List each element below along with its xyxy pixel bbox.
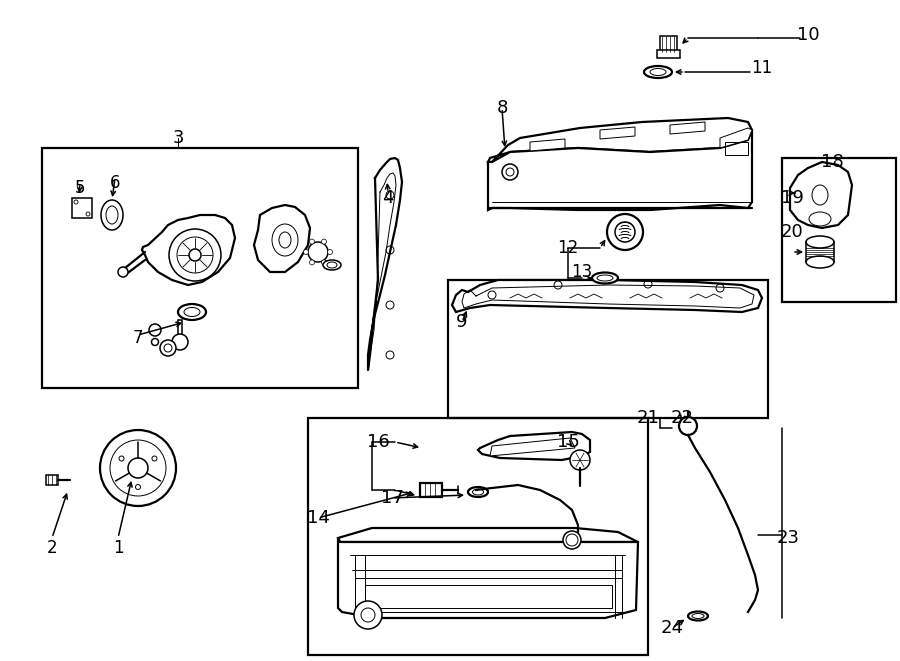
Polygon shape (600, 127, 635, 139)
Polygon shape (178, 320, 182, 340)
Circle shape (321, 260, 327, 265)
Circle shape (128, 458, 148, 478)
Text: 7: 7 (133, 329, 143, 347)
Polygon shape (338, 538, 638, 618)
Text: 15: 15 (556, 433, 580, 451)
Text: 1: 1 (112, 539, 123, 557)
Ellipse shape (563, 531, 581, 549)
Polygon shape (490, 438, 575, 456)
Bar (42, 148, 358, 388)
Circle shape (152, 456, 157, 461)
Text: 18: 18 (821, 153, 843, 171)
Ellipse shape (644, 66, 672, 78)
Circle shape (118, 267, 128, 277)
Circle shape (310, 239, 314, 244)
Polygon shape (790, 162, 852, 228)
Ellipse shape (806, 236, 834, 248)
Polygon shape (338, 528, 638, 542)
Polygon shape (254, 205, 310, 272)
Text: 24: 24 (661, 619, 683, 637)
Text: 8: 8 (496, 99, 508, 117)
Text: 2: 2 (47, 539, 58, 557)
Circle shape (502, 164, 518, 180)
Circle shape (679, 417, 697, 435)
Polygon shape (488, 130, 752, 210)
Bar (782, 158, 896, 302)
Text: 12: 12 (557, 239, 579, 257)
Ellipse shape (688, 611, 708, 621)
Circle shape (119, 456, 124, 461)
Text: 19: 19 (780, 189, 804, 207)
Text: 16: 16 (366, 433, 390, 451)
Text: 9: 9 (456, 313, 468, 331)
Circle shape (310, 260, 314, 265)
Text: 20: 20 (780, 223, 804, 241)
Ellipse shape (323, 260, 341, 270)
Text: 23: 23 (777, 529, 799, 547)
Bar (365, 585, 612, 608)
Polygon shape (720, 128, 752, 148)
Circle shape (321, 239, 327, 244)
Polygon shape (452, 280, 762, 312)
Polygon shape (46, 475, 58, 485)
Bar (355, 578, 622, 612)
Ellipse shape (178, 304, 206, 320)
Ellipse shape (592, 272, 618, 284)
Circle shape (308, 242, 328, 262)
Text: 4: 4 (382, 189, 394, 207)
Text: 5: 5 (75, 179, 86, 197)
Circle shape (189, 249, 201, 261)
Bar (725, 142, 748, 155)
Text: 10: 10 (796, 26, 819, 44)
Circle shape (136, 485, 140, 490)
Ellipse shape (806, 256, 834, 268)
Text: 6: 6 (110, 174, 121, 192)
Polygon shape (478, 432, 590, 460)
Text: 14: 14 (307, 509, 329, 527)
Circle shape (100, 430, 176, 506)
Circle shape (570, 450, 590, 470)
Bar (308, 418, 648, 655)
Ellipse shape (101, 200, 123, 230)
Text: 22: 22 (670, 409, 694, 427)
Polygon shape (660, 36, 677, 52)
Polygon shape (420, 483, 442, 497)
Polygon shape (142, 215, 235, 285)
Circle shape (149, 324, 161, 336)
Circle shape (169, 229, 221, 281)
Circle shape (172, 334, 188, 350)
Polygon shape (657, 50, 680, 58)
Circle shape (354, 601, 382, 629)
Polygon shape (72, 198, 92, 218)
Text: 3: 3 (172, 129, 184, 147)
Circle shape (160, 340, 176, 356)
Bar (448, 280, 768, 418)
Circle shape (615, 222, 635, 242)
Polygon shape (670, 122, 705, 134)
Text: 17: 17 (381, 489, 403, 507)
Text: 11: 11 (752, 59, 772, 77)
Ellipse shape (468, 487, 488, 497)
Circle shape (151, 338, 158, 346)
Polygon shape (530, 139, 565, 151)
Text: 21: 21 (636, 409, 660, 427)
Polygon shape (488, 118, 752, 162)
Text: 13: 13 (572, 263, 592, 281)
Circle shape (328, 249, 332, 254)
Circle shape (607, 214, 643, 250)
Circle shape (303, 249, 309, 254)
